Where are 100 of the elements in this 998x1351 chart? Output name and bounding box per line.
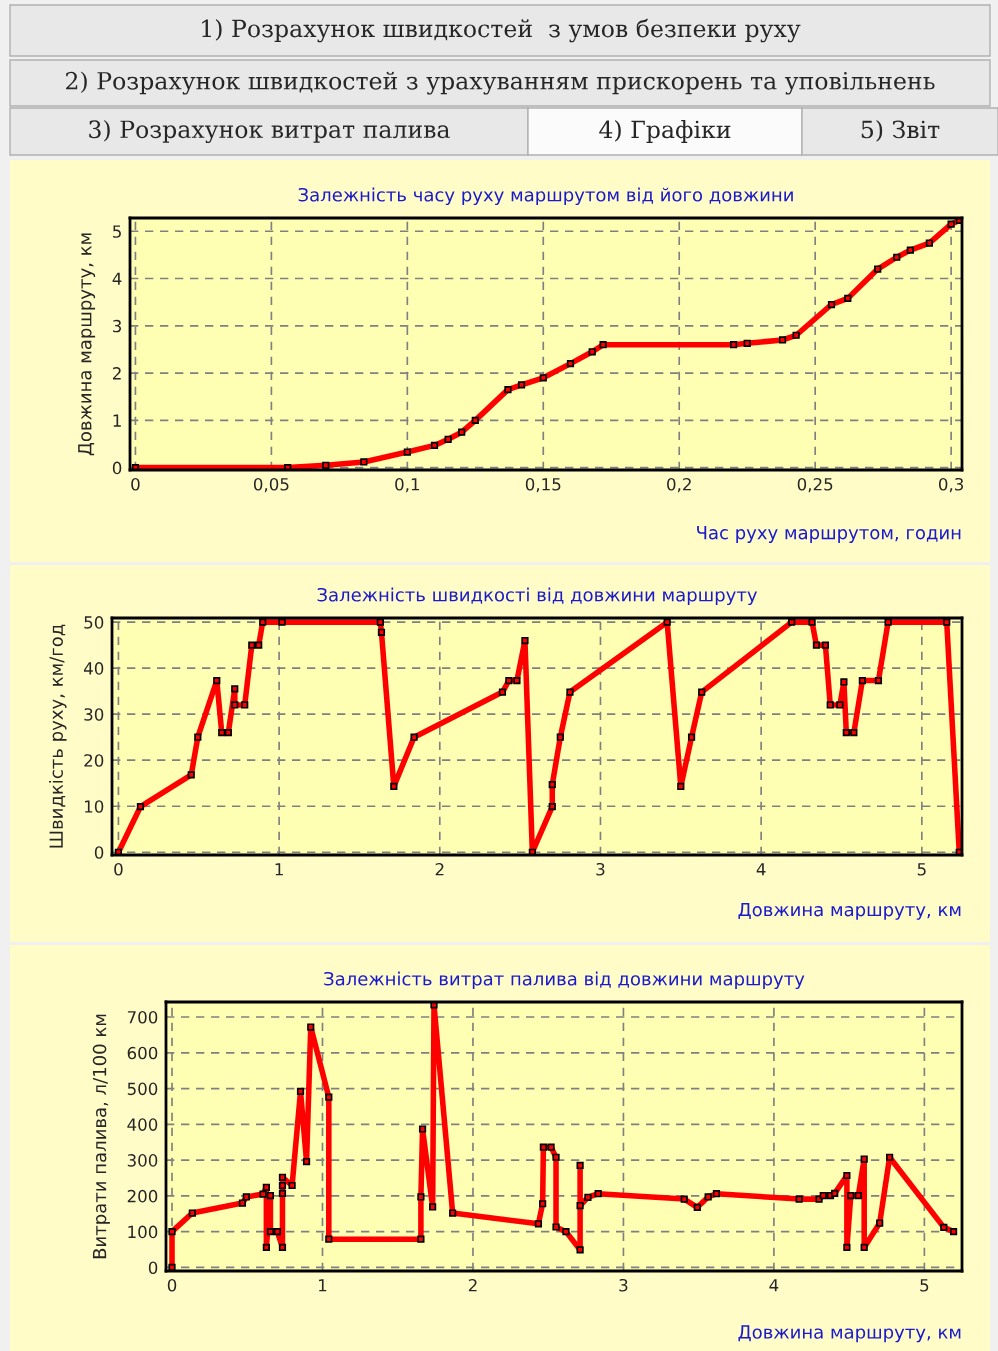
x-tick-label: 0,1 [395, 477, 420, 493]
x-tick-label: 4 [769, 1279, 779, 1292]
point [576, 1161, 584, 1170]
point [886, 1153, 894, 1161]
point [188, 1209, 196, 1217]
point [430, 441, 439, 450]
x-tick-label: 1 [275, 863, 283, 876]
point [584, 1193, 592, 1201]
y-tick-label: 600 [127, 1046, 158, 1060]
x-tick-label: 0,05 [253, 477, 289, 493]
point [906, 246, 914, 254]
x-tick-label: 3 [596, 862, 605, 876]
y-tick-label: 700 [127, 1010, 158, 1024]
point [788, 618, 796, 626]
point [858, 676, 866, 685]
y-tick-label: 0 [112, 461, 122, 475]
point [566, 688, 574, 696]
point [360, 458, 368, 466]
point [390, 782, 398, 791]
point [677, 782, 685, 791]
point [712, 1190, 721, 1198]
point [556, 733, 564, 741]
point [278, 618, 286, 626]
point [377, 628, 386, 636]
x-tick-label: 0,2 [667, 477, 691, 493]
point [840, 678, 848, 686]
point [278, 1173, 287, 1181]
y-axis-title: Витрати палива, л/100 км [92, 1014, 110, 1259]
point [302, 1157, 311, 1166]
point [562, 1228, 570, 1236]
y-tick-label: 200 [127, 1189, 158, 1203]
point [231, 685, 239, 693]
point [259, 618, 267, 626]
point [925, 239, 933, 247]
text: 5) Звіт [861, 120, 940, 142]
point [231, 701, 239, 709]
point [949, 1228, 958, 1236]
x-tick-label: 0,25 [797, 477, 833, 493]
x-tick-label: 4 [756, 863, 766, 876]
point [576, 1201, 584, 1210]
point [808, 618, 816, 626]
y-tick-label: 20 [84, 754, 104, 767]
point [187, 771, 195, 779]
point [218, 728, 226, 737]
x-axis-title: Довжина маршруту, км [738, 902, 961, 920]
y-tick-label: 500 [127, 1082, 158, 1096]
point [259, 1190, 267, 1198]
y-tick-label: 2 [112, 367, 121, 380]
point [273, 1228, 281, 1236]
point [278, 1243, 287, 1252]
point [795, 1195, 803, 1203]
point [827, 300, 836, 309]
point [255, 641, 263, 649]
text: 3) Розрахунок витрат палива [89, 119, 450, 144]
x-tick-label: 2 [468, 1278, 477, 1292]
point [539, 374, 547, 382]
point [943, 618, 951, 626]
chart-title: Залежність витрат палива від довжини маршруту [324, 971, 805, 990]
point [876, 1219, 884, 1227]
point [498, 688, 507, 696]
point [262, 1243, 270, 1252]
point [663, 618, 671, 626]
text: 2) Розрахунок швидкостей з урахуванням прискорень та уповільнень [66, 71, 935, 95]
point [693, 1203, 701, 1211]
x-tick-label: 0,3 [938, 477, 964, 493]
point [743, 339, 751, 347]
point [552, 1223, 560, 1231]
point [821, 641, 830, 649]
point [430, 1002, 438, 1009]
point [266, 1191, 275, 1200]
point [874, 265, 882, 273]
point [576, 1246, 584, 1254]
chart-title: Залежність швидкості від довжини маршруту [317, 587, 757, 606]
y-tick-label: 0 [94, 846, 104, 859]
point [812, 641, 821, 649]
chart-title: Залежність часу руху маршрутом від його довжини [298, 187, 793, 206]
x-axis-title: Час руху маршрутом, годин [697, 526, 961, 543]
point [517, 381, 526, 389]
x-tick-label: 3 [619, 1278, 628, 1292]
point [831, 1189, 839, 1197]
point [417, 1235, 425, 1243]
point [843, 1171, 851, 1180]
point [547, 1143, 555, 1151]
point [248, 641, 256, 649]
text: 4) Графіки [599, 120, 731, 143]
point [505, 676, 513, 685]
point [513, 676, 521, 685]
point [539, 1143, 547, 1151]
point [444, 435, 452, 443]
point [136, 803, 145, 811]
point [194, 733, 202, 741]
point [168, 1228, 176, 1236]
point [698, 688, 706, 696]
point [940, 1223, 948, 1231]
y-tick-label: 400 [127, 1118, 158, 1131]
x-tick-label: 0 [167, 1278, 177, 1292]
point [704, 1193, 712, 1201]
point [826, 701, 834, 709]
point [410, 733, 418, 741]
point [296, 1087, 305, 1096]
